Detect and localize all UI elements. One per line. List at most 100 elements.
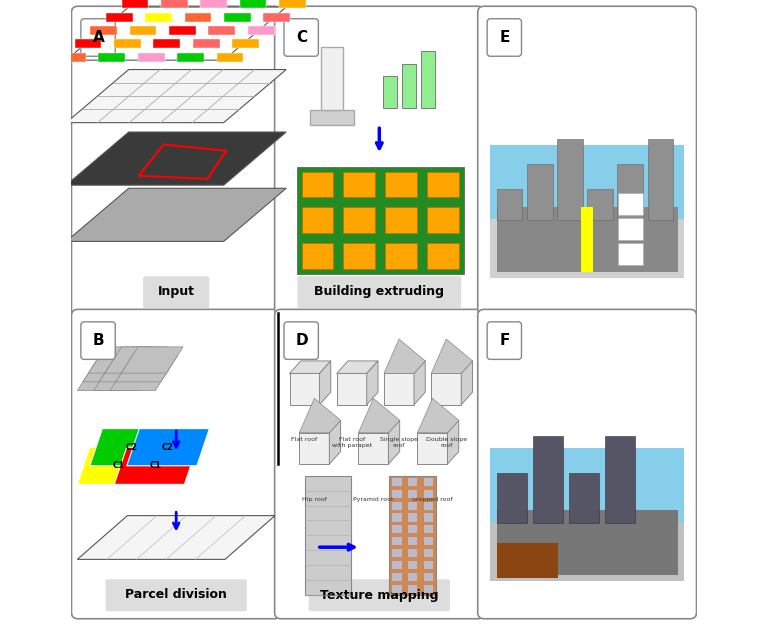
Polygon shape [290,361,331,374]
Text: Stepped roof: Stepped roof [412,497,452,502]
Bar [386,172,417,198]
Bar [161,0,187,8]
Bar [418,432,448,464]
Polygon shape [88,347,152,373]
Text: Building extruding: Building extruding [314,286,445,298]
Text: Input: Input [157,286,194,298]
FancyBboxPatch shape [275,6,484,316]
Bar [490,448,684,581]
Bar [232,39,259,48]
Bar [130,26,157,35]
Bar [408,549,417,558]
Bar [302,243,333,269]
Bar [423,514,433,521]
Bar [169,26,196,35]
Polygon shape [66,188,286,241]
Bar [490,522,684,581]
Polygon shape [418,399,458,432]
Bar [343,172,376,198]
Bar [343,208,376,233]
Bar [423,490,433,498]
Bar [618,193,643,215]
Bar [184,12,211,22]
Polygon shape [78,447,160,484]
Bar [224,12,251,22]
Text: Single slope
roof: Single slope roof [380,438,418,448]
Bar [336,373,367,405]
Bar [217,52,243,61]
Bar [106,12,133,22]
Bar [145,12,172,22]
Bar [408,537,417,545]
Text: C1: C1 [150,461,161,470]
FancyBboxPatch shape [143,276,210,308]
Polygon shape [127,429,210,466]
Bar [423,549,433,558]
Polygon shape [90,429,173,466]
Bar [208,26,235,35]
Bar [384,373,414,405]
Bar [302,172,333,198]
Bar [408,501,417,510]
Text: Parcel division: Parcel division [125,589,227,601]
Bar [154,39,180,48]
Bar [392,490,402,498]
Polygon shape [116,356,177,382]
Bar [618,218,643,240]
Bar [91,26,117,35]
Bar [427,208,459,233]
Bar [392,585,402,592]
Polygon shape [300,399,340,432]
Bar [402,64,415,107]
Bar [408,478,417,486]
Polygon shape [359,399,399,432]
Bar [279,0,306,8]
Bar [300,432,329,464]
Bar [59,52,86,61]
Bar [605,436,635,524]
Bar [296,167,464,274]
Bar [427,243,459,269]
FancyBboxPatch shape [275,309,484,619]
Bar [359,432,389,464]
Bar [496,474,527,524]
Polygon shape [418,420,458,432]
Bar [557,139,583,220]
Bar [263,12,290,22]
Bar [496,206,677,272]
Polygon shape [66,7,286,60]
Bar [423,525,433,533]
Text: Texture mapping: Texture mapping [320,589,439,601]
Bar [427,172,459,198]
Bar [647,139,674,220]
Polygon shape [384,339,425,374]
Bar [304,476,352,595]
Bar [423,572,433,581]
Bar [98,52,125,61]
Bar [533,436,563,524]
Polygon shape [94,364,157,391]
Bar [587,189,613,220]
Bar [343,243,376,269]
Bar [490,144,684,278]
Text: Flat roof
with parapet: Flat roof with parapet [332,438,372,448]
Bar [496,510,677,575]
Bar [490,219,684,278]
Polygon shape [300,420,340,432]
Bar [392,572,402,581]
Bar [383,76,397,108]
Bar [408,561,417,569]
Bar [618,243,643,265]
Text: C1: C1 [113,461,124,470]
Bar [392,501,402,510]
Bar [200,0,227,8]
Bar [423,585,433,592]
Polygon shape [389,420,399,464]
Polygon shape [414,361,425,405]
Polygon shape [99,356,162,382]
Bar [496,189,522,220]
Polygon shape [83,356,147,382]
Bar [386,243,417,269]
Bar [408,514,417,521]
Polygon shape [384,361,425,374]
